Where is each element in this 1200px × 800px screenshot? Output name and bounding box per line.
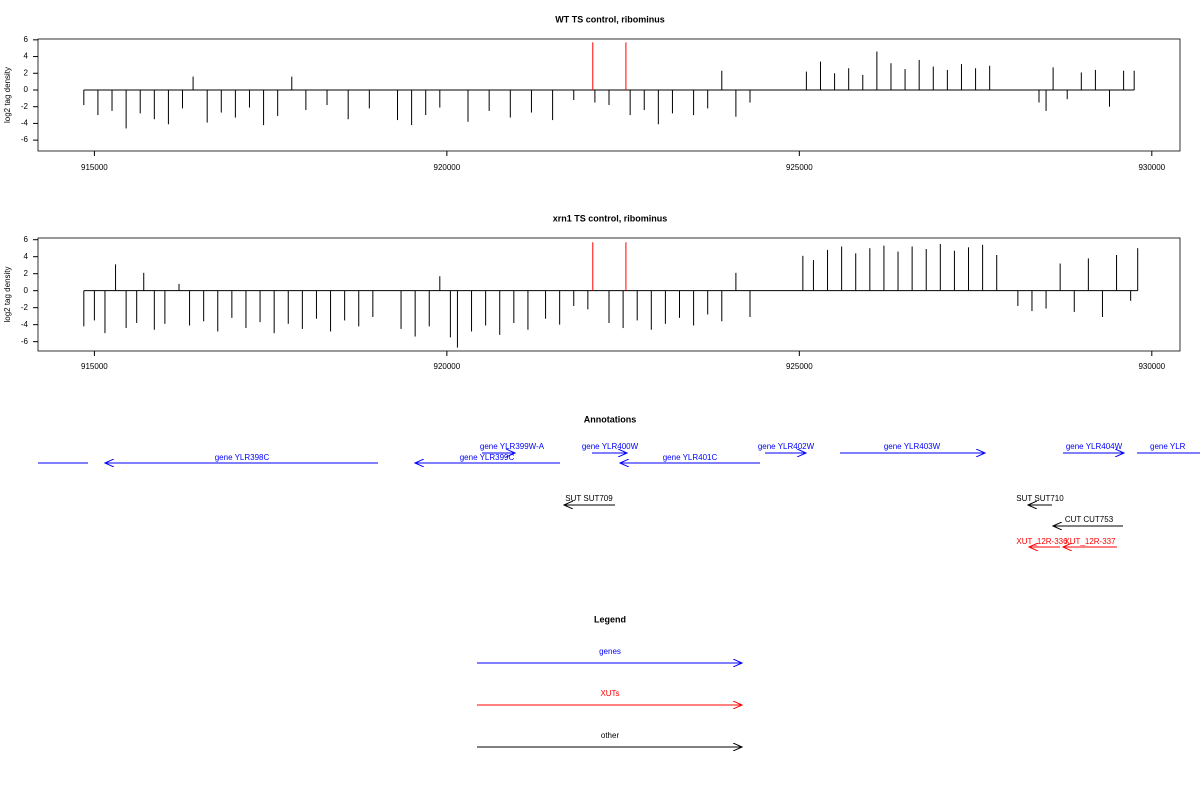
y-tick-label: -6 [21,135,29,144]
feature-label: gene YLR404W [1066,442,1123,451]
y-axis-label: log2 tag density [3,67,12,123]
feature-label: SUT SUT710 [1016,494,1064,503]
y-tick-label: -6 [21,337,29,346]
x-tick-label: 915000 [81,163,108,172]
feature-label: SUT SUT709 [565,494,613,503]
y-tick-label: 0 [24,85,29,94]
annotations-title: Annotations [584,414,637,424]
y-tick-label: 6 [24,235,29,244]
feature-label: gene YLR398C [215,453,270,462]
y-tick-label: -2 [21,303,29,312]
feature-label: gene YLR399C [460,453,515,462]
x-tick-label: 920000 [434,362,461,371]
plot-frame [37,38,1181,152]
plot-frame [37,237,1181,352]
chart-title: WT TS control, ribominus [555,14,665,24]
y-tick-label: -4 [21,119,29,128]
x-tick-label: 920000 [434,163,461,172]
legend-label: XUTs [600,689,619,698]
y-tick-label: -4 [21,320,29,329]
y-axis-label: log2 tag density [3,266,12,322]
legend-label: other [601,731,620,740]
feature-label: CUT CUT753 [1065,515,1114,524]
chart-title: xrn1 TS control, ribominus [553,213,668,223]
x-tick-label: 930000 [1138,362,1165,371]
feature-label: XUT_12R-337 [1064,537,1116,546]
y-tick-label: 2 [24,269,29,278]
feature-label: gene YLR400W [582,442,639,451]
feature-label: gene YLR399W-A [480,442,545,451]
y-tick-label: 6 [24,35,29,44]
y-tick-label: 4 [24,252,29,261]
x-tick-label: 915000 [81,362,108,371]
y-tick-label: -2 [21,102,29,111]
x-tick-label: 925000 [786,362,813,371]
feature-label: gene YLR403W [884,442,941,451]
y-tick-label: 4 [24,52,29,61]
feature-label: gene YLR402W [758,442,815,451]
y-tick-label: 0 [24,286,29,295]
y-tick-label: 2 [24,68,29,77]
x-tick-label: 925000 [786,163,813,172]
legend-title: Legend [594,614,626,624]
x-tick-label: 930000 [1138,163,1165,172]
feature-label: XUT_12R-336 [1016,537,1068,546]
feature-label: gene YLR [1150,442,1186,451]
feature-label: gene YLR401C [663,453,718,462]
legend-label: genes [599,647,621,656]
